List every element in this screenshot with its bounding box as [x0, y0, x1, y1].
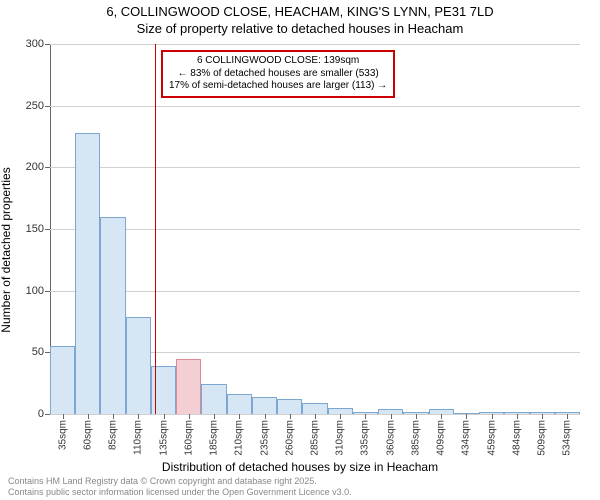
title-line-2: Size of property relative to detached ho…: [0, 21, 600, 38]
y-tick-mark: [45, 44, 50, 45]
x-tick-label: 110sqm: [133, 420, 144, 455]
x-tick-label: 509sqm: [537, 420, 548, 456]
x-tick-mark: [391, 414, 392, 419]
footer-line-1: Contains HM Land Registry data © Crown c…: [8, 476, 352, 487]
grid-line: [50, 167, 580, 168]
x-tick-label: 85sqm: [108, 420, 119, 450]
y-tick-mark: [45, 414, 50, 415]
x-tick-label: 160sqm: [183, 420, 194, 456]
x-tick-label: 534sqm: [562, 420, 573, 456]
x-tick-label: 484sqm: [511, 420, 522, 456]
y-axis-label: Number of detached properties: [0, 167, 13, 332]
grid-line: [50, 229, 580, 230]
x-tick-label: 434sqm: [461, 420, 472, 456]
annotation-line-1: 6 COLLINGWOOD CLOSE: 139sqm: [169, 55, 387, 68]
chart-title: 6, COLLINGWOOD CLOSE, HEACHAM, KING'S LY…: [0, 0, 600, 38]
x-tick-mark: [113, 414, 114, 419]
x-tick-label: 235sqm: [259, 420, 270, 456]
annotation-box: 6 COLLINGWOOD CLOSE: 139sqm← 83% of deta…: [161, 50, 395, 98]
x-tick-mark: [542, 414, 543, 419]
annotation-line-2: ← 83% of detached houses are smaller (53…: [169, 68, 387, 81]
plot-area: 05010015020025030035sqm60sqm85sqm110sqm1…: [50, 44, 580, 414]
y-tick-label: 150: [26, 223, 44, 235]
x-tick-label: 385sqm: [410, 420, 421, 456]
x-tick-label: 310sqm: [335, 420, 346, 456]
histogram-bar: [277, 399, 302, 414]
x-tick-mark: [315, 414, 316, 419]
x-tick-label: 335sqm: [360, 420, 371, 456]
x-tick-label: 210sqm: [234, 420, 245, 456]
y-tick-mark: [45, 291, 50, 292]
x-tick-mark: [441, 414, 442, 419]
histogram-bar-highlight: [176, 359, 201, 415]
grid-line: [50, 44, 580, 45]
x-tick-label: 135sqm: [158, 420, 169, 456]
x-tick-mark: [492, 414, 493, 419]
footer-line-2: Contains public sector information licen…: [8, 487, 352, 498]
y-tick-label: 100: [26, 285, 44, 297]
x-tick-mark: [164, 414, 165, 419]
grid-line: [50, 106, 580, 107]
chart-container: 6, COLLINGWOOD CLOSE, HEACHAM, KING'S LY…: [0, 0, 600, 500]
grid-line: [50, 291, 580, 292]
x-tick-label: 35sqm: [57, 420, 68, 450]
x-tick-mark: [214, 414, 215, 419]
x-tick-label: 285sqm: [310, 420, 321, 456]
property-marker-line: [155, 44, 156, 414]
x-tick-mark: [239, 414, 240, 419]
x-axis-label: Distribution of detached houses by size …: [0, 460, 600, 474]
x-tick-mark: [63, 414, 64, 419]
y-tick-label: 300: [26, 38, 44, 50]
x-tick-mark: [365, 414, 366, 419]
histogram-bar: [50, 346, 75, 414]
x-tick-mark: [340, 414, 341, 419]
x-tick-mark: [290, 414, 291, 419]
histogram-bar: [100, 217, 125, 414]
x-tick-mark: [567, 414, 568, 419]
y-tick-mark: [45, 229, 50, 230]
x-tick-label: 60sqm: [82, 420, 93, 450]
x-tick-label: 185sqm: [209, 420, 220, 456]
x-tick-label: 459sqm: [486, 420, 497, 456]
x-tick-mark: [416, 414, 417, 419]
x-tick-label: 260sqm: [284, 420, 295, 456]
histogram-bar: [126, 317, 151, 414]
title-line-1: 6, COLLINGWOOD CLOSE, HEACHAM, KING'S LY…: [0, 4, 600, 21]
histogram-bar: [227, 394, 252, 414]
y-tick-label: 0: [38, 408, 44, 420]
footer-attribution: Contains HM Land Registry data © Crown c…: [8, 476, 352, 498]
y-tick-label: 250: [26, 100, 44, 112]
x-tick-mark: [189, 414, 190, 419]
y-tick-mark: [45, 167, 50, 168]
annotation-line-3: 17% of semi-detached houses are larger (…: [169, 80, 387, 93]
x-tick-mark: [265, 414, 266, 419]
x-tick-mark: [466, 414, 467, 419]
histogram-bar: [201, 384, 226, 414]
x-tick-mark: [138, 414, 139, 419]
x-tick-mark: [88, 414, 89, 419]
histogram-bar: [75, 133, 100, 414]
y-tick-label: 50: [32, 346, 44, 358]
x-tick-label: 409sqm: [436, 420, 447, 456]
histogram-bar: [252, 397, 277, 414]
x-tick-mark: [517, 414, 518, 419]
y-tick-mark: [45, 106, 50, 107]
histogram-bar: [302, 403, 327, 414]
y-tick-label: 200: [26, 161, 44, 173]
x-tick-label: 360sqm: [385, 420, 396, 456]
